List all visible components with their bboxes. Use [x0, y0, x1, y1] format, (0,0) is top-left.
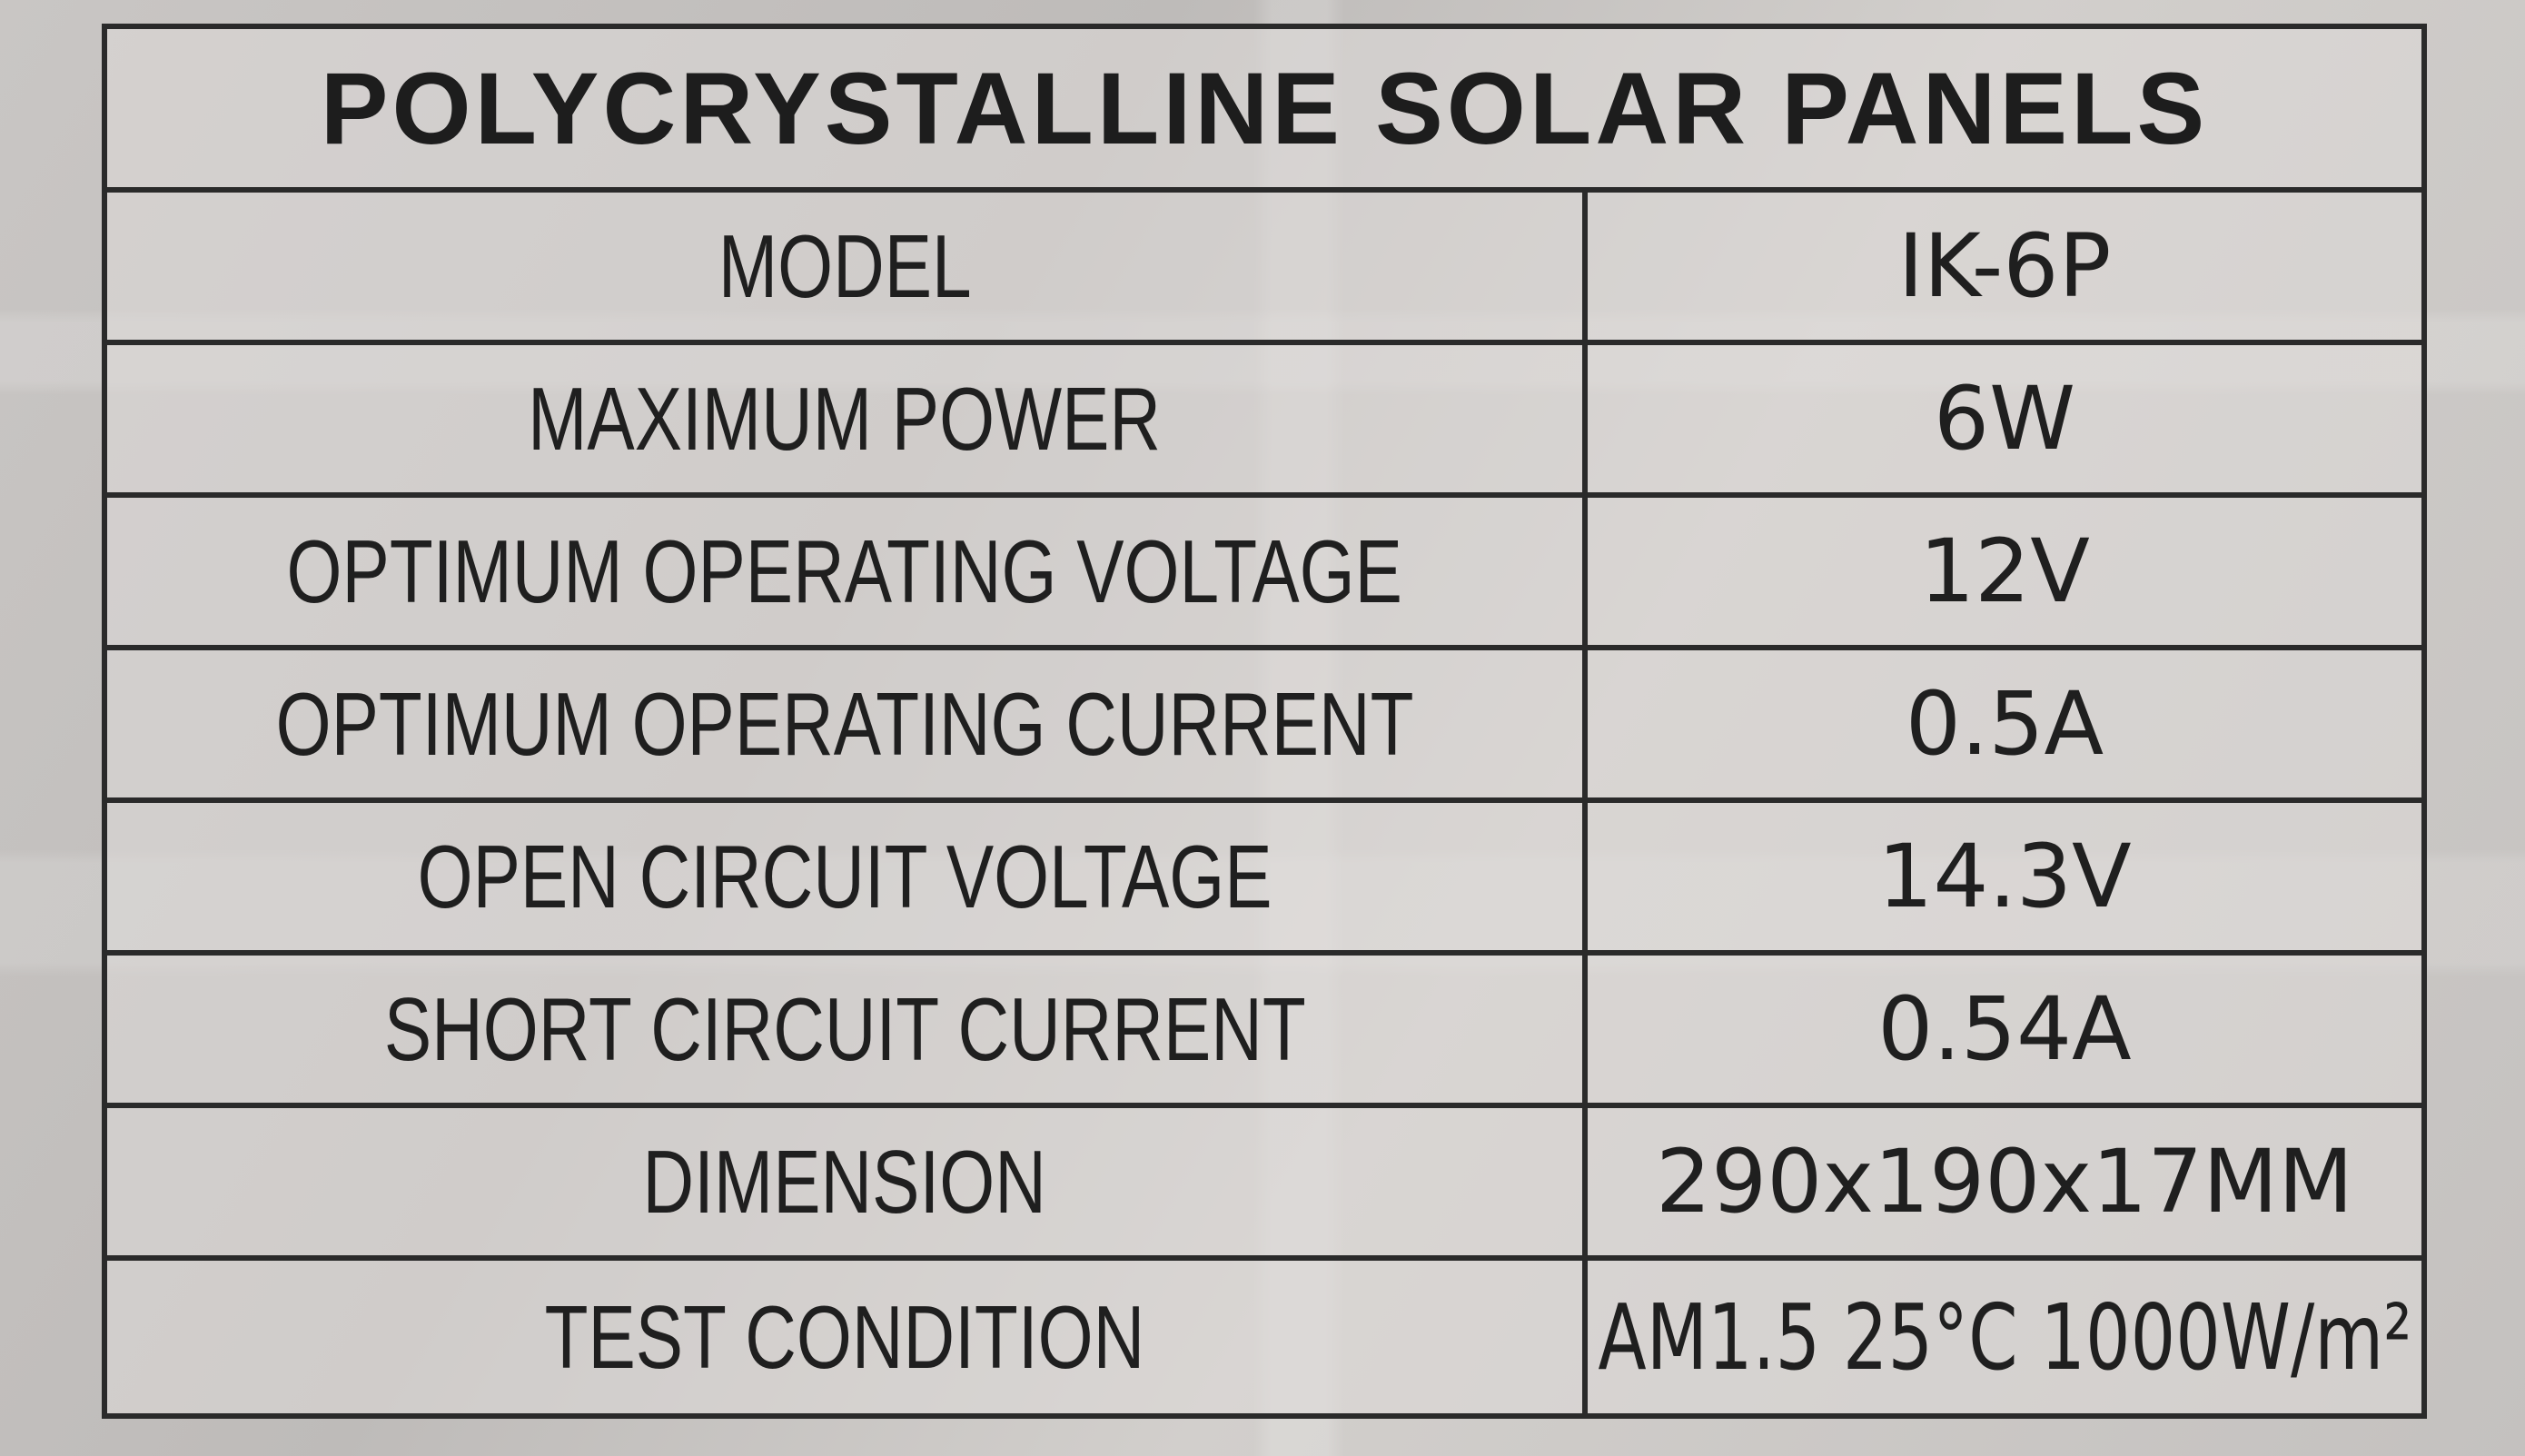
spec-value: 0.5A	[1905, 673, 2104, 775]
spec-key: MAXIMUM POWER	[528, 368, 1162, 469]
spec-row-dimension-key: DIMENSION	[107, 1108, 1588, 1261]
spec-value: IK-6P	[1897, 215, 2112, 317]
solar-panel-spec-label: POLYCRYSTALLINE SOLAR PANELS MODEL IK-6P…	[102, 24, 2427, 1419]
spec-row-model-value: IK-6P	[1588, 193, 2421, 345]
spec-value: 14.3V	[1877, 826, 2132, 927]
spec-row-opt-current-key: OPTIMUM OPERATING CURRENT	[107, 650, 1588, 803]
spec-row-dimension-value: 290x190x17MM	[1588, 1108, 2421, 1261]
spec-key: DIMENSION	[642, 1131, 1047, 1232]
spec-key: SHORT CIRCUIT CURRENT	[383, 978, 1306, 1079]
spec-row-max-power-key: MAXIMUM POWER	[107, 345, 1588, 498]
spec-value: AM1.5 25°C 1000W/m²	[1597, 1283, 2412, 1391]
spec-row-opt-voltage-key: OPTIMUM OPERATING VOLTAGE	[107, 498, 1588, 650]
spec-value: 12V	[1919, 520, 2090, 622]
spec-key: MODEL	[718, 215, 972, 316]
spec-row-opt-voltage-value: 12V	[1588, 498, 2421, 650]
spec-key: OPEN CIRCUIT VOLTAGE	[417, 826, 1272, 926]
spec-value: 6W	[1934, 368, 2075, 470]
spec-row-test-condition-key: TEST CONDITION	[107, 1261, 1588, 1413]
spec-value: 290x190x17MM	[1656, 1131, 2353, 1233]
spec-row-short-current-key: SHORT CIRCUIT CURRENT	[107, 956, 1588, 1108]
spec-value: 0.54A	[1877, 978, 2132, 1080]
spec-row-open-voltage-key: OPEN CIRCUIT VOLTAGE	[107, 803, 1588, 956]
label-title: POLYCRYSTALLINE SOLAR PANELS	[107, 29, 2421, 193]
spec-row-test-condition-value: AM1.5 25°C 1000W/m²	[1588, 1261, 2421, 1413]
spec-key: OPTIMUM OPERATING CURRENT	[275, 673, 1414, 774]
spec-table: MODEL IK-6P MAXIMUM POWER 6W OPTIMUM OPE…	[107, 193, 2421, 1413]
spec-row-model-key: MODEL	[107, 193, 1588, 345]
spec-row-opt-current-value: 0.5A	[1588, 650, 2421, 803]
spec-row-open-voltage-value: 14.3V	[1588, 803, 2421, 956]
spec-row-short-current-value: 0.54A	[1588, 956, 2421, 1108]
spec-row-max-power-value: 6W	[1588, 345, 2421, 498]
spec-key: TEST CONDITION	[544, 1286, 1145, 1387]
spec-key: OPTIMUM OPERATING VOLTAGE	[286, 520, 1403, 621]
